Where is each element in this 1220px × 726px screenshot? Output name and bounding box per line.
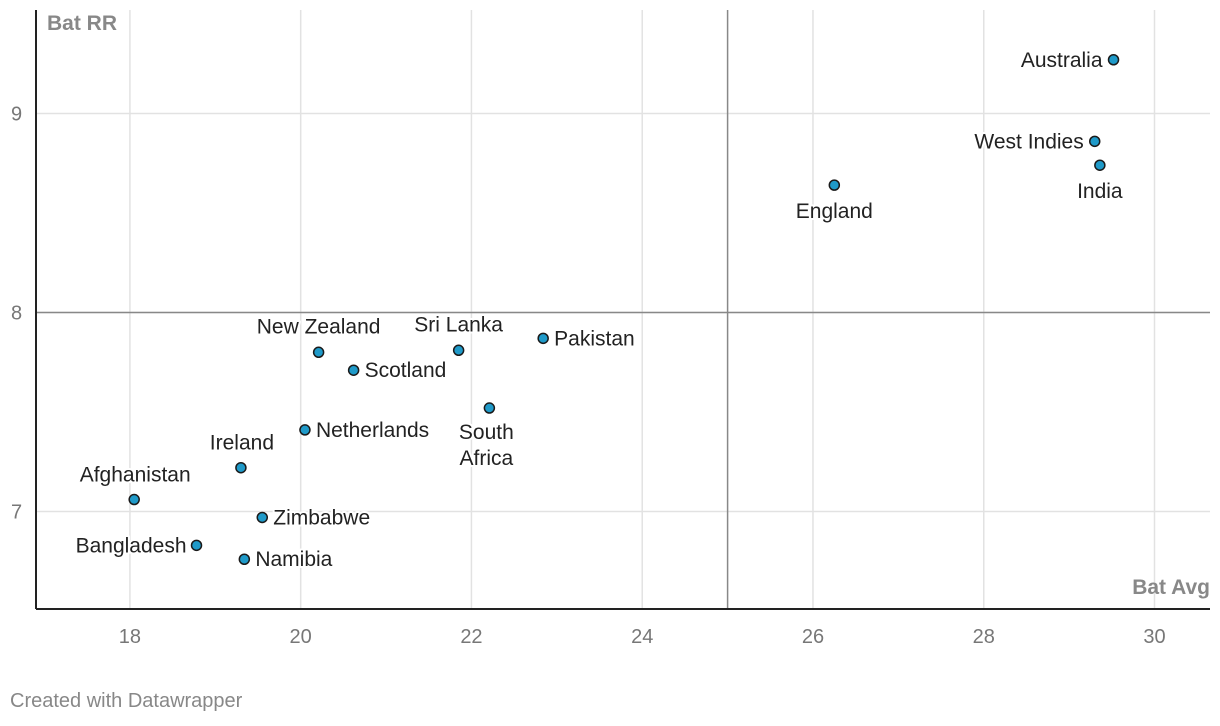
point-england (828, 179, 841, 191)
label-india: India (1077, 180, 1123, 203)
y-tick-label: 7 (11, 501, 22, 523)
x-tick-label: 20 (290, 626, 312, 648)
scatter-chart: 18 20 22 24 26 28 30 7 8 9 Australia West Indies In… (11, 10, 1210, 648)
point-ireland (235, 461, 247, 474)
label-sri-lanka: Sri Lanka (414, 313, 503, 336)
label-zimbabwe: Zimbabwe (273, 506, 370, 529)
point-sri-lanka (452, 344, 465, 357)
x-axis-title: Bat Avg (1132, 576, 1210, 599)
label-south-africa: South Africa (459, 421, 514, 470)
point-pakistan (537, 332, 549, 345)
point-afghanistan (128, 493, 140, 506)
label-england: England (796, 200, 873, 223)
label-bangladesh: Bangladesh (76, 534, 187, 557)
label-scotland: Scotland (365, 359, 447, 382)
point-bangladesh (190, 539, 203, 552)
point-netherlands (299, 424, 311, 436)
label-pakistan: Pakistan (554, 327, 635, 350)
point-labels: Australia West Indies India England Pakistan… (74, 47, 1125, 573)
label-namibia: Namibia (255, 548, 332, 571)
x-tick-label: 22 (460, 626, 482, 648)
point-namibia (238, 553, 251, 565)
tick-labels: 18 20 22 24 26 28 30 7 8 9 (11, 103, 1166, 648)
point-zimbabwe (256, 511, 269, 524)
x-tick-label: 24 (631, 626, 653, 648)
y-tick-label: 8 (11, 302, 22, 324)
point-south-africa (483, 402, 496, 414)
label-netherlands: Netherlands (316, 419, 429, 442)
x-tick-label: 28 (973, 626, 995, 648)
axes (35, 10, 1210, 610)
point-west-indies (1088, 135, 1101, 148)
point-new-zealand (312, 346, 325, 359)
reference-lines (36, 10, 1210, 609)
data-points (128, 54, 1120, 565)
y-axis-title: Bat RR (47, 12, 117, 35)
point-scotland (347, 364, 360, 376)
label-west-indies: West Indies (974, 130, 1083, 153)
label-australia: Australia (1021, 49, 1103, 72)
gridlines (36, 10, 1210, 609)
x-tick-label: 26 (802, 626, 824, 648)
label-new-zealand: New Zealand (257, 315, 381, 338)
label-ireland: Ireland (210, 432, 274, 455)
point-australia (1107, 54, 1120, 66)
x-tick-label: 30 (1143, 626, 1165, 648)
x-tick-label: 18 (119, 626, 141, 648)
point-india (1094, 159, 1106, 171)
y-tick-label: 9 (11, 103, 22, 125)
footer-credit: Created with Datawrapper (10, 690, 243, 712)
label-afghanistan: Afghanistan (80, 464, 191, 487)
